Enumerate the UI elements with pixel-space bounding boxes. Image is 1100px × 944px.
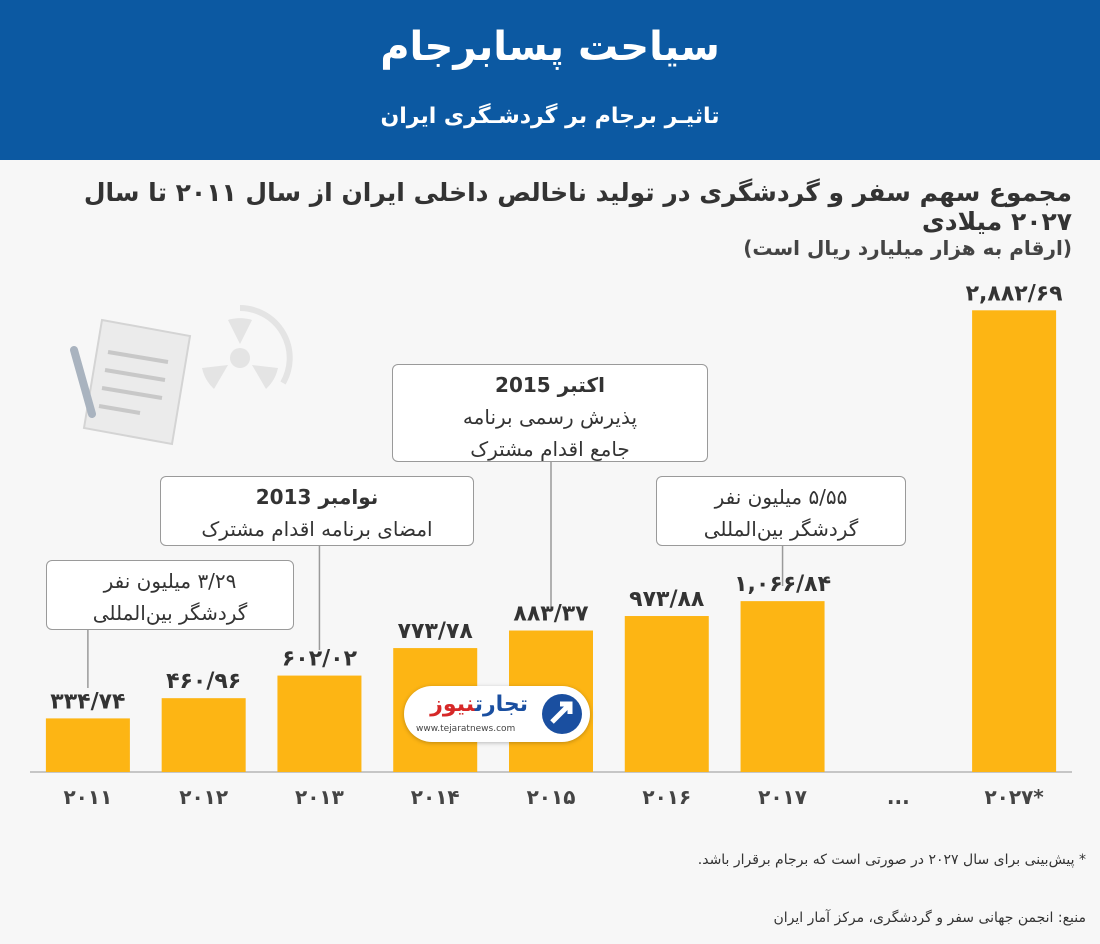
source-note: منبع: انجمن جهانی سفر و گردشگری، مرکز آم…	[773, 910, 1086, 926]
annotation-line: اکتبر 2015	[495, 373, 605, 397]
bar-2011	[45, 718, 130, 772]
annotation-box-2015: اکتبر 2015 پذیرش رسمی برنامه جامع اقدام مش…	[392, 364, 708, 462]
page-title: سیاحت پسابرجام	[380, 24, 720, 70]
annotation-line: پذیرش رسمی برنامه	[462, 405, 638, 429]
annotation-line: نوامبر 2013	[255, 485, 379, 509]
bar-2013	[277, 675, 362, 772]
header-banner: سیاحت پسابرجام تاثیـر برجام بر گردشـگری …	[0, 0, 1100, 160]
document-icon	[70, 318, 192, 446]
x-tick-label: ۲۰۲۷*	[984, 785, 1044, 809]
annotation-line: امضای برنامه اقدام مشترک	[201, 517, 433, 541]
value-label: ۳۳۴/۷۴	[50, 689, 125, 714]
logo-text: تجارتنیوز	[430, 692, 528, 717]
annotation-leaders	[87, 462, 784, 688]
value-label: ۴۶۰/۹۶	[166, 669, 241, 694]
annotation-line: گردشگر بین‌المللی	[92, 601, 248, 625]
logo-mark-icon	[542, 694, 582, 734]
page-subtitle: تاثیـر برجام بر گردشـگری ایران	[380, 104, 720, 129]
x-tick-label: ۲۰۱۱	[63, 785, 112, 809]
tejaratnews-logo: تجارتنیوز www.tejaratnews.com	[404, 686, 590, 742]
value-label: ۸۸۳/۳۷	[513, 602, 589, 627]
value-label: ۱,۰۶۶/۸۴	[734, 572, 831, 597]
chart-unit-note: (ارقام به هزار میلیارد ریال است)	[743, 236, 1072, 260]
annotation-line: ۵/۵۵ میلیون نفر	[714, 485, 848, 509]
bar-2012	[161, 698, 246, 772]
logo-url: www.tejaratnews.com	[416, 724, 516, 734]
radiation-icon	[202, 305, 293, 389]
bar-2016	[624, 616, 709, 772]
x-tick-label: ۲۰۱۲	[179, 785, 228, 809]
bar-2027	[972, 310, 1057, 772]
x-tick-label: ۲۰۱۷	[758, 785, 807, 809]
annotation-line: ۳/۲۹ میلیون نفر	[103, 569, 237, 593]
value-label: ۲,۸۸۲/۶۹	[966, 281, 1063, 306]
x-tick-label: ۲۰۱۵	[527, 785, 576, 809]
x-tick-label: ...	[887, 785, 910, 809]
annotation-line: گردشگر بین‌المللی	[703, 517, 859, 541]
x-tick-label: ۲۰۱۳	[295, 785, 344, 809]
annotation-box-2011: ۳/۲۹ میلیون نفر گردشگر بین‌المللی	[46, 560, 294, 630]
value-label: ۹۷۳/۸۸	[629, 587, 705, 612]
x-tick-label: ۲۰۱۴	[411, 785, 460, 809]
x-tick-label: ۲۰۱۶	[642, 785, 691, 809]
value-label: ۶۰۲/۰۲	[282, 647, 358, 672]
footnote: * پیش‌بینی برای سال ۲۰۲۷ در صورتی است که…	[697, 852, 1086, 868]
value-label: ۷۷۳/۷۸	[398, 619, 474, 644]
annotation-line: جامع اقدام مشترک	[470, 437, 630, 461]
chart-title: مجموع سهم سفر و گردشگری در تولید ناخالص …	[83, 178, 1072, 236]
annotation-box-2013: نوامبر 2013 امضای برنامه اقدام مشترک	[160, 476, 474, 546]
bar-2017	[740, 601, 825, 772]
annotation-box-2017: ۵/۵۵ میلیون نفر گردشگر بین‌المللی	[656, 476, 906, 546]
